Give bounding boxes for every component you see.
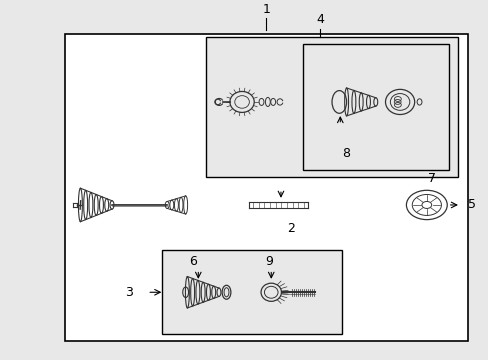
Bar	[162, 250, 341, 334]
Bar	[302, 44, 448, 170]
Text: 2: 2	[286, 222, 294, 235]
Text: 7: 7	[427, 172, 435, 185]
Text: 1: 1	[262, 3, 270, 16]
Bar	[64, 34, 467, 341]
Text: 8: 8	[342, 147, 350, 160]
Text: 3: 3	[124, 286, 132, 299]
Text: 6: 6	[189, 255, 197, 268]
Text: 5: 5	[467, 198, 475, 211]
Bar	[205, 37, 458, 177]
Text: 4: 4	[315, 13, 323, 26]
Text: 9: 9	[264, 255, 272, 268]
